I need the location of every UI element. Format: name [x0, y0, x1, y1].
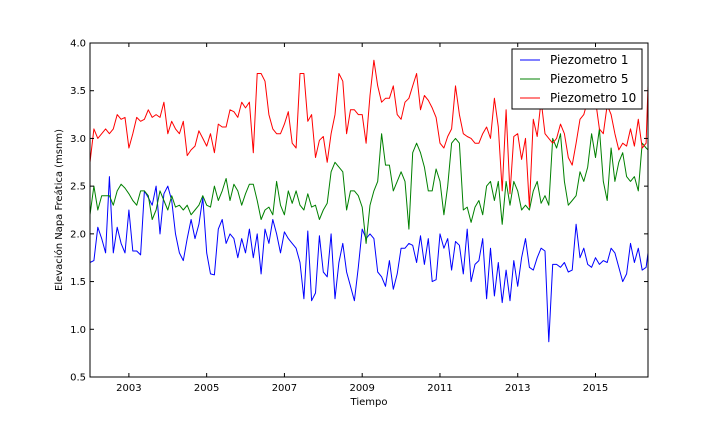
legend: Piezometro 1 Piezometro 5 Piezometro 10 — [511, 48, 643, 110]
x-tick-label-2003: 2003 — [116, 383, 141, 394]
x-tick-label-2011: 2011 — [427, 383, 452, 394]
y-tick-label-2.5: 2.5 — [70, 182, 86, 193]
series-layer — [89, 59, 649, 343]
y-tick-label-0.5: 0.5 — [70, 373, 86, 384]
y-tick-label-3: 3.0 — [70, 134, 86, 145]
x-axis-label: Tiempo — [350, 397, 388, 408]
x-tick-label-2013: 2013 — [505, 383, 530, 394]
plot-frame — [89, 42, 649, 378]
y-tick-label-2: 2.0 — [70, 229, 86, 240]
x-tick-label-2015: 2015 — [583, 383, 608, 394]
legend-label-piezometro-10: Piezometro 10 — [550, 91, 636, 105]
y-tick-label-1.5: 1.5 — [70, 277, 86, 288]
y-axis-label: Elevación Napa Freática (msnm) — [53, 129, 65, 291]
y-tick-label-4: 4.0 — [70, 39, 86, 50]
ticks-layer: 2003 2005 2007 2009 2011 2013 2015 0.5 1.0 1.5 2.0… — [70, 39, 648, 394]
legend-label-piezometro-5: Piezometro 5 — [550, 72, 629, 86]
x-tick-label-2005: 2005 — [194, 383, 219, 394]
x-tick-label-2007: 2007 — [272, 383, 297, 394]
series-line-piezometro-5 — [89, 128, 649, 244]
y-tick-label-1: 1.0 — [70, 325, 86, 336]
series-line-piezometro-1 — [89, 176, 649, 343]
y-tick-label-3.5: 3.5 — [70, 86, 86, 97]
x-tick-label-2009: 2009 — [349, 383, 374, 394]
legend-label-piezometro-1: Piezometro 1 — [550, 53, 629, 67]
series-line-piezometro-10 — [89, 59, 649, 208]
